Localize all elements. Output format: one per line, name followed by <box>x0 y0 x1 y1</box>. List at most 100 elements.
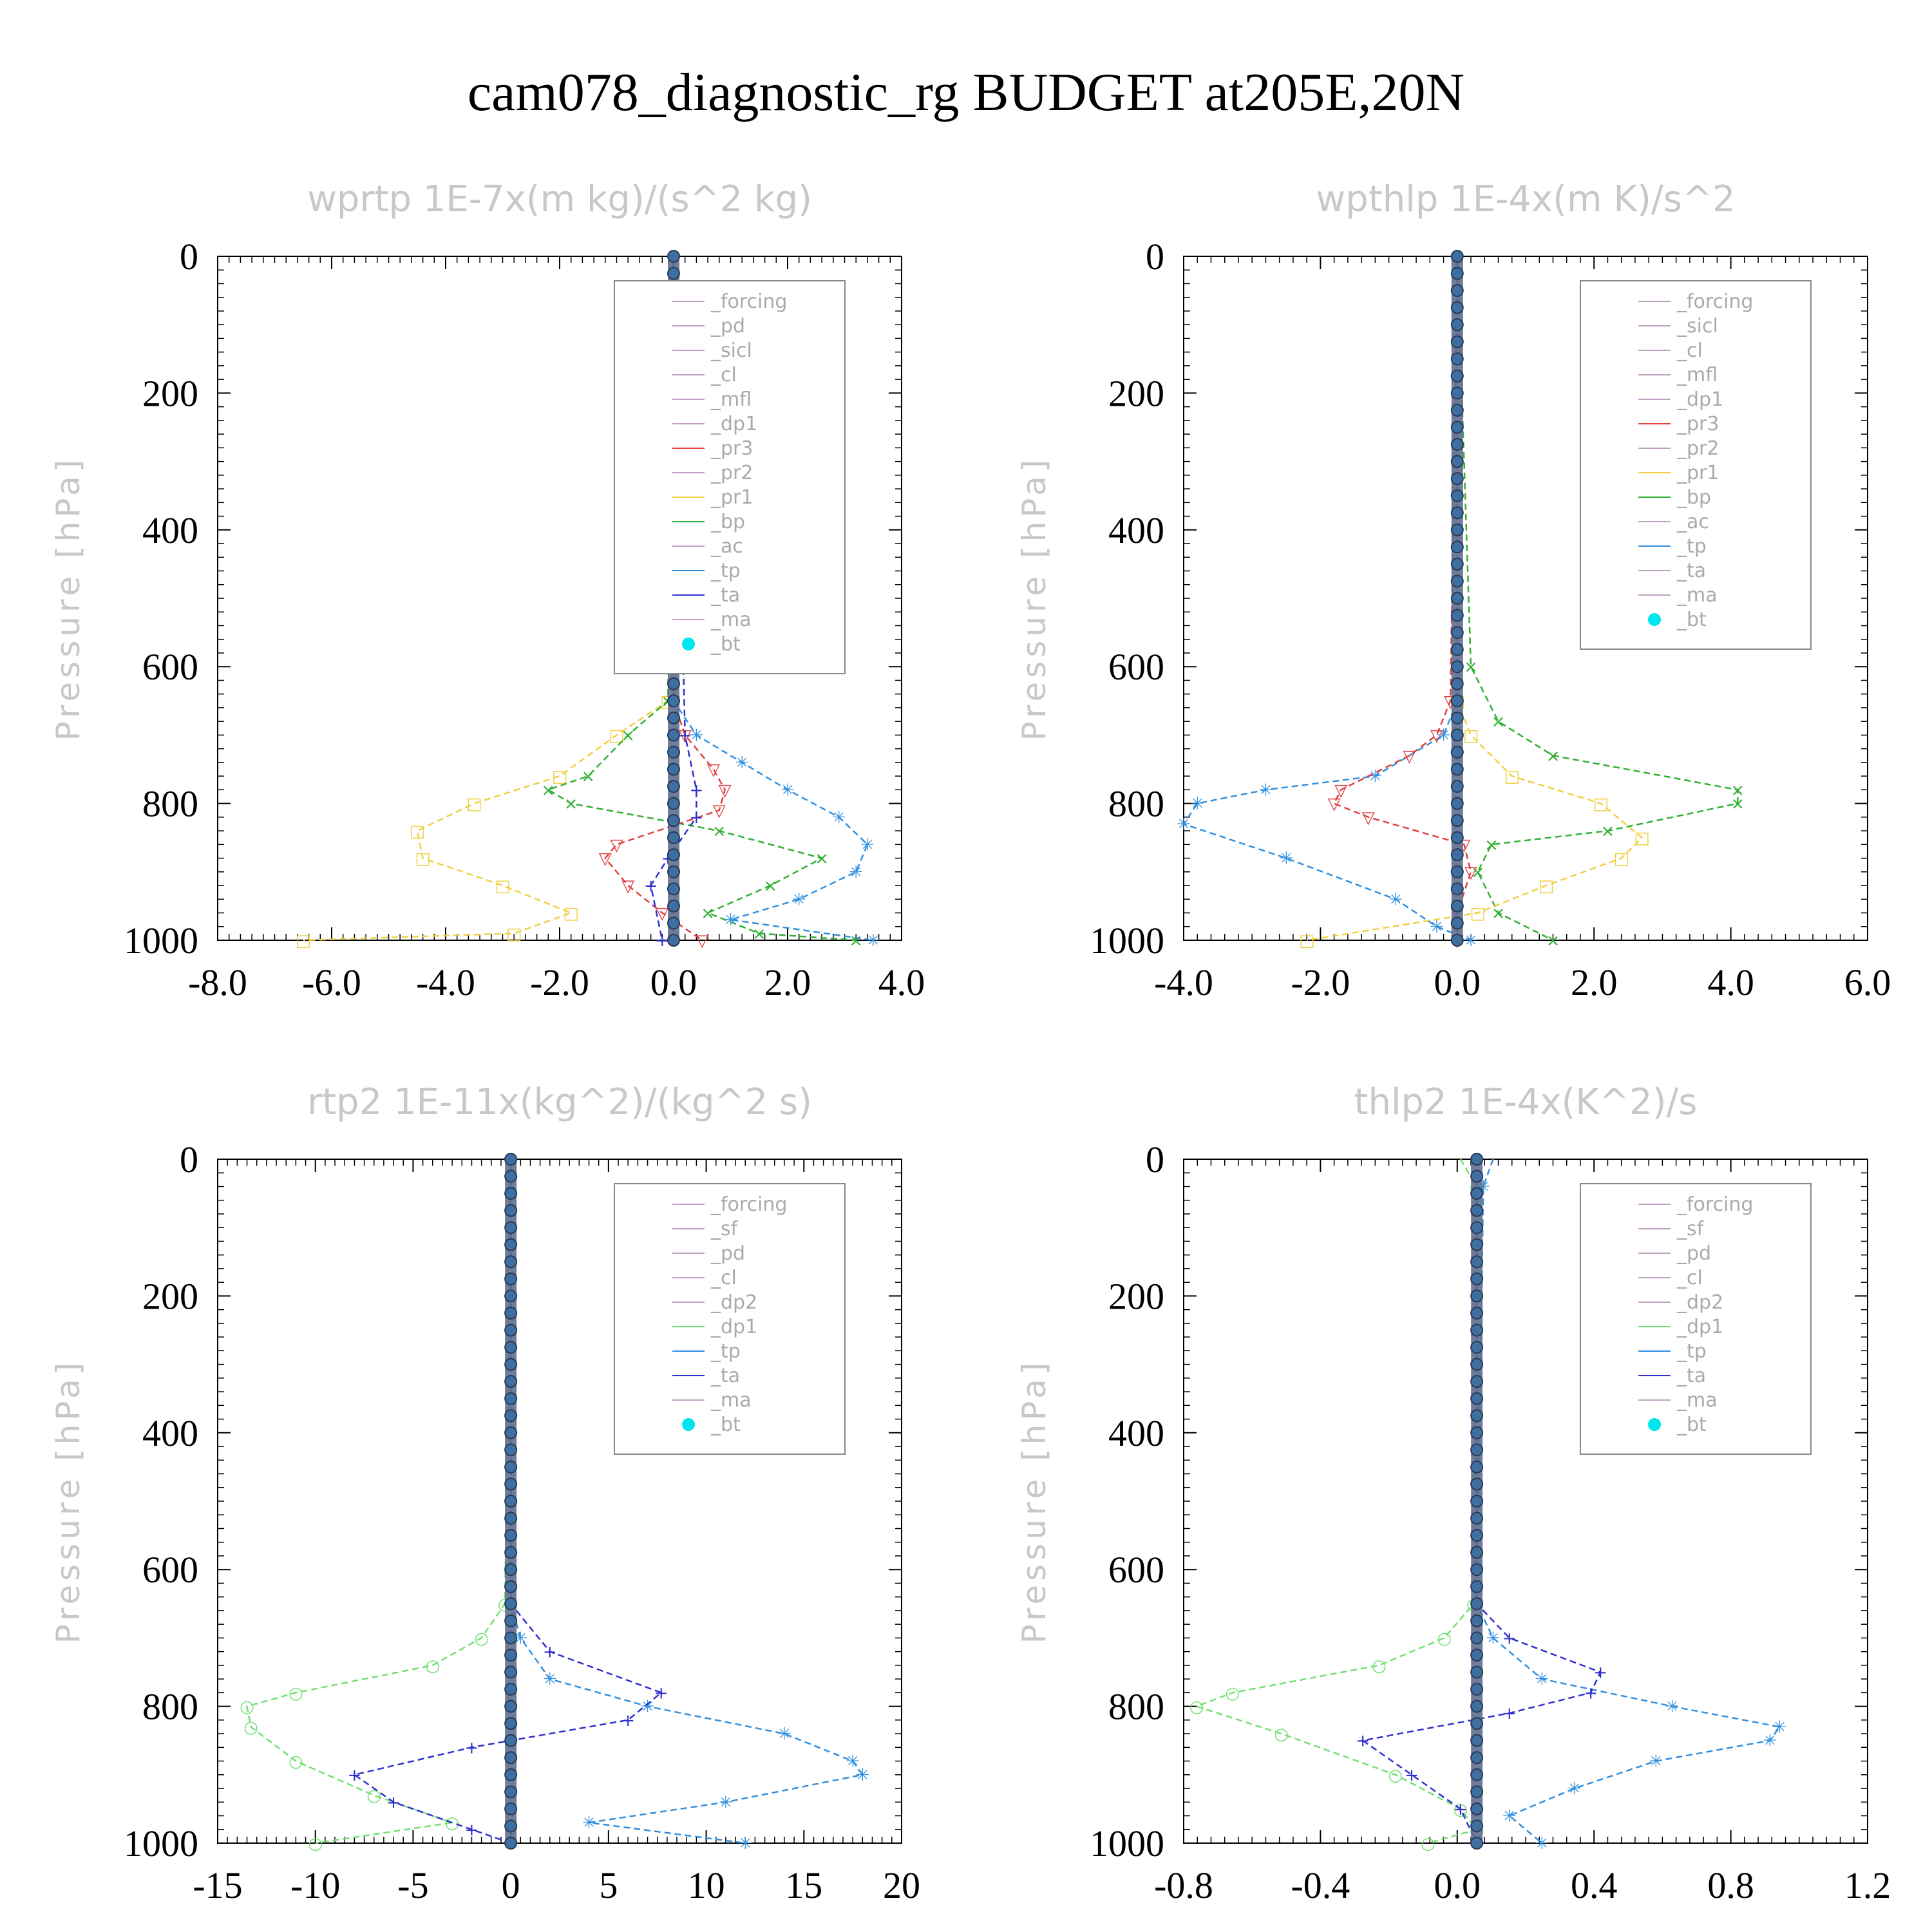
series-marker-_tp: ✳ <box>777 1725 791 1744</box>
series-marker-_bp: × <box>1471 863 1485 882</box>
series-point-_bt <box>1450 386 1464 400</box>
series-point-_bt <box>504 1837 518 1850</box>
series-point-_bt <box>1450 745 1464 759</box>
series-point-_bt <box>1470 1768 1484 1781</box>
legend-entry: _ma <box>1676 1389 1718 1412</box>
series-point-_bt <box>667 848 680 862</box>
series-point-_bt <box>1470 1717 1484 1730</box>
series-marker-_dp1: ○ <box>308 1834 323 1853</box>
series-point-_bt <box>504 1717 518 1730</box>
series-point-_bt <box>667 882 680 896</box>
y-tick-label: 400 <box>142 1412 198 1454</box>
series-point-_bt <box>1470 1580 1484 1593</box>
series-point-_bt <box>504 1511 518 1525</box>
series-point-_bt <box>1450 728 1464 742</box>
series-point-_bt <box>504 1802 518 1815</box>
series-point-_bt <box>504 1648 518 1662</box>
series-point-_bt <box>1450 797 1464 810</box>
series-marker-_bp: × <box>564 795 578 814</box>
series-marker-_bp: × <box>1484 835 1499 855</box>
legend-entry: _tp <box>710 1340 741 1363</box>
y-tick-label: 200 <box>142 1275 198 1317</box>
legend-entry: _cl <box>1676 1267 1703 1289</box>
series-point-_bt <box>504 1665 518 1679</box>
series-line-_pr3 <box>1332 256 1472 940</box>
legend-entry: _sicl <box>710 339 752 362</box>
series-point-_bt <box>1470 1272 1484 1285</box>
series-marker-_ta: + <box>1584 1683 1598 1703</box>
legend-entry: _forcing <box>710 290 787 313</box>
legend-entry: _sf <box>1676 1218 1705 1240</box>
series-point-_bt <box>504 1238 518 1251</box>
y-axis-label: Pressure [hPa] <box>1016 1359 1053 1644</box>
legend-entry: _bp <box>1676 486 1711 509</box>
legend-entry: _cl <box>1676 339 1703 362</box>
series-point-_bt <box>504 1700 518 1713</box>
series-point-_bt <box>1470 1392 1484 1405</box>
chart-panel-4: thlp2 1E-4x(K^2)/s Pressure [hPa] -0.8 -0.4… <box>1016 1081 1891 1906</box>
legend-marker-_bt <box>682 638 695 650</box>
series-marker-_tp: ✳ <box>1486 1629 1501 1648</box>
x-tick-label: -15 <box>193 1864 242 1906</box>
series-marker-_bp: × <box>752 924 766 943</box>
series-point-_bt <box>1470 1187 1484 1200</box>
legend-entry: _ta <box>1676 1365 1706 1387</box>
series-point-_bt <box>667 694 680 708</box>
series-marker-_dp1: ○ <box>1421 1834 1435 1853</box>
series-point-_bt <box>1470 1495 1484 1508</box>
series-marker-_ta: + <box>348 1766 362 1785</box>
series-point-_bt <box>1470 1837 1484 1850</box>
legend-entry: _mfl <box>710 388 752 411</box>
panel-title: wprtp 1E-7x(m kg)/(s^2 kg) <box>307 178 812 220</box>
series-point-_bt <box>504 1785 518 1799</box>
legend-entry: _ma <box>710 609 752 631</box>
y-tick-label: 200 <box>1108 372 1164 414</box>
series-marker-_tp: ✳ <box>724 911 738 930</box>
x-tick-label: -2.0 <box>530 961 589 1003</box>
series-line-_bp <box>546 256 857 942</box>
series-marker-_ta: + <box>690 781 704 800</box>
series-point-_bt <box>504 1597 518 1611</box>
series-marker-_pr1: □ <box>466 795 482 814</box>
y-tick-label: 800 <box>1108 1686 1164 1728</box>
series-point-_bt <box>1450 403 1464 417</box>
series-marker-_tp: ✳ <box>792 890 806 909</box>
series-marker-_tp: ✳ <box>1437 726 1451 745</box>
legend-entry: _forcing <box>1676 290 1753 313</box>
y-tick-label: 800 <box>142 1686 198 1728</box>
series-point-_bt <box>1450 489 1464 502</box>
series-line-_dp1 <box>1194 1159 1479 1844</box>
series-point-_bt <box>504 1495 518 1508</box>
series-point-_bt <box>504 1255 518 1269</box>
legend-entry: _ma <box>1676 584 1718 607</box>
legend-entry: _bt <box>1676 1414 1707 1436</box>
series-point-_bt <box>504 1819 518 1833</box>
series-point-_bt <box>1470 1443 1484 1457</box>
series-point-_bt <box>504 1768 518 1781</box>
series-point-_bt <box>1470 1323 1484 1337</box>
legend: _forcing_pd_sicl_cl_mfl_dp1_pr3_pr2_pr1_… <box>614 280 846 674</box>
series-marker-_bp: × <box>1464 658 1478 677</box>
x-tick-label: -10 <box>290 1864 340 1906</box>
series-point-_bt <box>1470 1221 1484 1235</box>
legend-entry: _forcing <box>710 1193 787 1216</box>
series-point-_bt <box>667 934 680 947</box>
x-tick-label: 0 <box>502 1864 520 1906</box>
series-point-_bt <box>1450 882 1464 896</box>
series-point-_bt <box>504 1460 518 1473</box>
x-tick-label: -4.0 <box>1154 961 1213 1003</box>
y-tick-label: 600 <box>142 646 198 688</box>
series-point-_bt <box>1470 1785 1484 1799</box>
series-point-_bt <box>1450 831 1464 844</box>
series-marker-_pr3: ▽ <box>1430 726 1443 745</box>
series-marker-_dp1: ○ <box>425 1656 440 1676</box>
y-tick-label: 600 <box>1108 646 1164 688</box>
series-point-_bt <box>1470 1426 1484 1439</box>
series-point-_bt <box>504 1563 518 1577</box>
series-point-_bt <box>1450 506 1464 520</box>
series-point-_bt <box>667 814 680 828</box>
y-tick-label: 0 <box>180 236 198 278</box>
series-point-_bt <box>1450 352 1464 366</box>
series-point-_bt <box>504 1426 518 1439</box>
series-point-_bt <box>504 1734 518 1747</box>
